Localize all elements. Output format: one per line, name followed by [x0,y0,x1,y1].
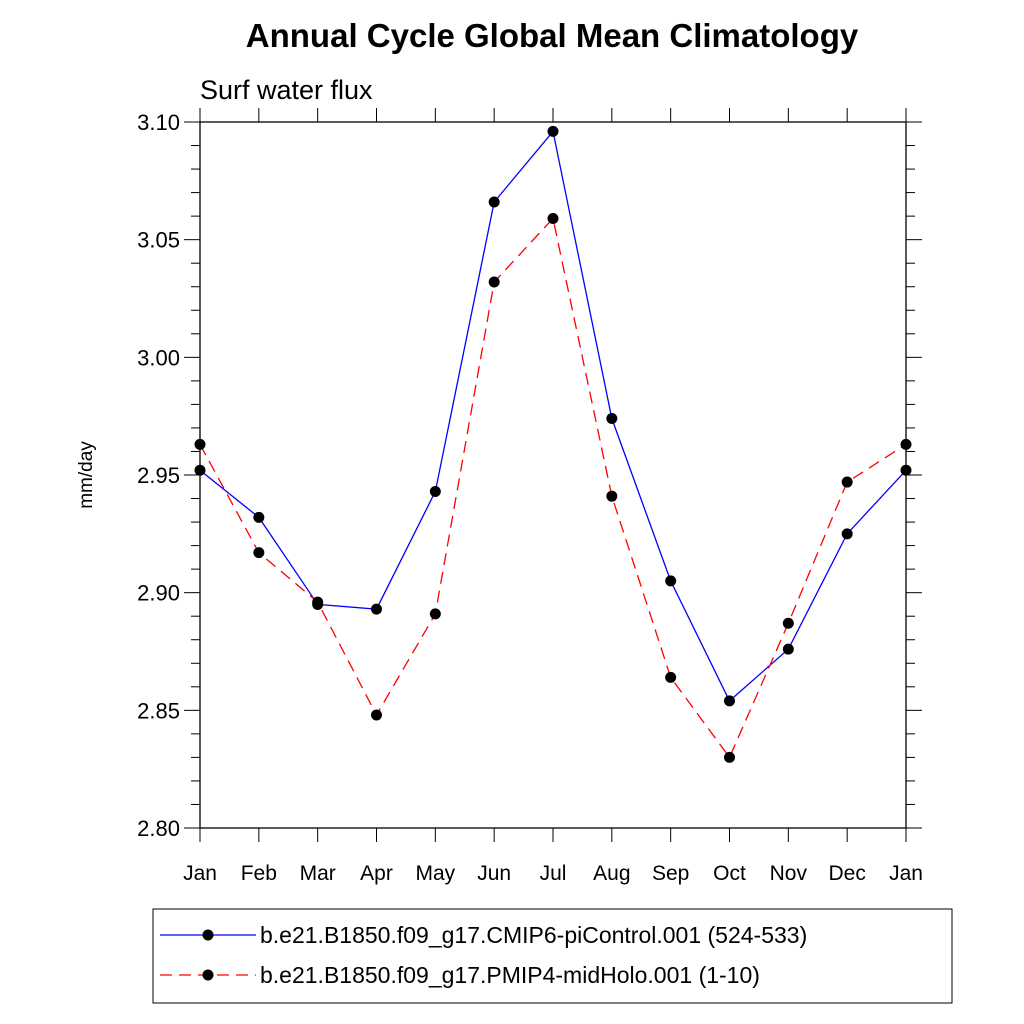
series-layer [194,125,912,763]
legend-marker [202,969,214,981]
y-tick-label: 3.00 [137,345,180,370]
data-point [782,643,794,655]
data-point [606,490,618,502]
data-point [488,196,500,208]
chart-subtitle: Surf water flux [200,75,373,105]
x-tick-label: Jul [540,862,567,885]
x-tick-label: Apr [360,862,393,885]
y-tick-label: 3.10 [137,110,180,135]
data-point [547,125,559,137]
data-point [900,438,912,450]
data-point [194,464,206,476]
data-point [900,464,912,476]
data-point [253,511,265,523]
x-tick-label: Dec [828,862,865,885]
x-tick-label: Aug [593,862,630,885]
y-tick-label: 2.85 [137,698,180,723]
y-tick-label: 2.80 [137,816,180,841]
data-point [371,709,382,721]
y-tick-label: 3.05 [137,228,180,253]
data-point [194,438,206,450]
legend: b.e21.B1850.f09_g17.CMIP6-piControl.001 … [152,908,953,1004]
data-point [371,603,382,615]
plot-frame [199,121,907,829]
data-point [782,617,794,629]
data-point [429,485,441,497]
x-tick-label: Sep [652,862,689,885]
data-point [665,575,677,587]
x-tick-label: Feb [241,862,277,885]
data-point [488,276,500,288]
y-tick-label: 2.95 [137,463,180,488]
data-point [312,596,324,608]
data-point [841,476,853,488]
legend-box [152,908,953,1004]
axes: 2.80 2.85 2.90 2.95 3.00 3.05 3.10 Jan Feb Mar Apr… [137,108,923,885]
x-tick-label: May [415,862,455,885]
x-tick-label: Jan [183,862,217,885]
y-axis-label: mm/day [76,441,97,509]
series-2 [194,212,912,763]
data-point [253,547,265,559]
data-point [724,751,735,763]
y-tick-label: 2.90 [137,581,180,606]
chart-title: Annual Cycle Global Mean Climatology [246,17,859,54]
x-tick-label: Jan [889,862,923,885]
data-point [665,671,677,683]
x-tick-label: Oct [713,862,746,885]
x-tick-label: Nov [770,862,808,885]
x-tick-label: Jun [477,862,511,885]
legend-marker [202,929,214,941]
x-tick-label: Mar [300,862,336,885]
series-line [199,217,907,759]
data-point [429,608,441,620]
data-point [841,528,853,540]
data-point [606,413,618,425]
legend-label: b.e21.B1850.f09_g17.CMIP6-piControl.001 … [260,922,807,948]
legend-label: b.e21.B1850.f09_g17.PMIP4-midHolo.001 (1… [260,962,760,988]
data-point [724,695,735,707]
data-point [547,212,559,224]
